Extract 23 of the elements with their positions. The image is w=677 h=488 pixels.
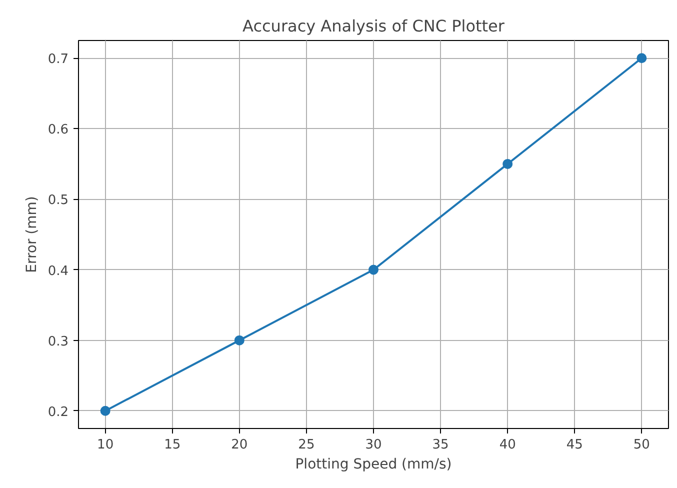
y-tick-label: 0.5	[48, 193, 69, 208]
point	[234, 335, 244, 346]
chart-title: Accuracy Analysis of CNC Plotter	[242, 16, 505, 36]
x-tick-label: 15	[164, 438, 181, 452]
y-tick-label: 0.4	[48, 264, 69, 279]
y-tick-label: 0.2	[48, 404, 69, 420]
point	[368, 264, 378, 275]
y-tick-label: 0.3	[48, 334, 69, 350]
y-tick-label: 0.7	[48, 52, 69, 68]
x-tick-label: 10	[97, 438, 114, 452]
x-tick-label: 25	[298, 438, 315, 452]
point	[100, 406, 110, 416]
x-tick-label: 35	[432, 438, 449, 452]
y-tick-label: 0.6	[48, 122, 69, 138]
y-axis-title: Error (mm)	[24, 196, 40, 273]
x-axis-title: Plotting Speed (mm/s)	[295, 456, 452, 472]
x-tick-label: 20	[231, 438, 248, 452]
x-tick-label: 30	[365, 438, 382, 452]
x-tick-label: 45	[566, 438, 583, 452]
point	[502, 158, 513, 169]
point	[636, 53, 647, 64]
x-tick-label: 50	[633, 438, 650, 452]
x-tick-label: 40	[499, 438, 516, 452]
